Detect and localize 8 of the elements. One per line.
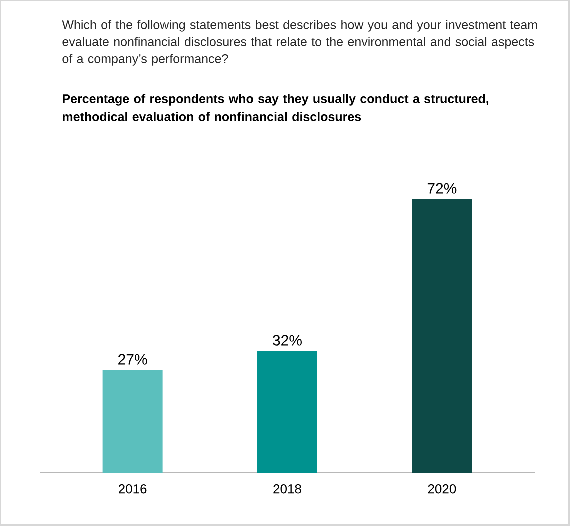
chart-subtitle: Percentage of respondents who say they usually conduct a structured, methodical evaluation of nonfinancial disclosures xyxy=(63,94,489,122)
x-tick-label: 2020 xyxy=(428,484,456,494)
data-label: 72% xyxy=(428,183,457,194)
x-tick-label: 2018 xyxy=(274,484,302,494)
x-tick-label: 2016 xyxy=(119,484,147,494)
data-label: 27% xyxy=(118,354,148,365)
data-label: 32% xyxy=(273,335,302,346)
chart-title: Which of the following statements best describes how you and your investment team evaluate nonfinancial disclosures that relate to the environmental and social aspects of a company’s performance? xyxy=(62,20,538,66)
